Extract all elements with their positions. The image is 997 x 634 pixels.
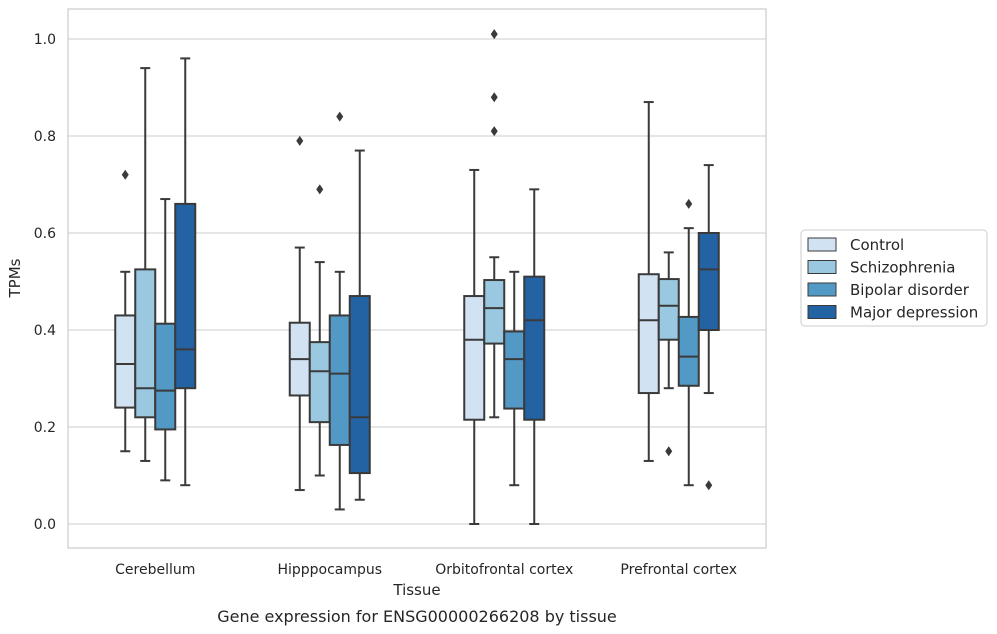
box-group bbox=[328, 111, 351, 511]
box-group bbox=[463, 168, 486, 525]
y-tick-label: 0.2 bbox=[34, 420, 56, 436]
outlier-point bbox=[296, 135, 304, 146]
legend-box bbox=[800, 229, 988, 327]
box bbox=[697, 232, 720, 331]
legend-label: Control bbox=[850, 236, 904, 254]
outlier-point bbox=[336, 111, 344, 122]
x-tick-label: Prefrontal cortex bbox=[620, 562, 737, 578]
box bbox=[348, 295, 371, 475]
box-group bbox=[523, 188, 546, 525]
box bbox=[114, 314, 137, 409]
outlier-point bbox=[121, 169, 129, 180]
box-group bbox=[348, 149, 371, 501]
x-tick-label: Hipppocampus bbox=[277, 562, 382, 578]
legend-swatch bbox=[807, 282, 837, 297]
y-tick-label: 0.4 bbox=[34, 323, 56, 339]
box bbox=[483, 279, 506, 345]
box bbox=[677, 315, 700, 387]
outlier-point bbox=[490, 92, 498, 103]
box bbox=[308, 341, 331, 424]
y-tick-label: 0.0 bbox=[34, 517, 56, 533]
x-tick-label: Cerebellum bbox=[115, 562, 195, 578]
legend-label: Major depression bbox=[850, 304, 978, 322]
box bbox=[657, 278, 680, 341]
box-group bbox=[483, 29, 506, 419]
outlier-point bbox=[490, 126, 498, 137]
box bbox=[637, 273, 660, 395]
box bbox=[134, 268, 157, 419]
outlier-point bbox=[705, 480, 713, 491]
box bbox=[154, 322, 177, 431]
box-group bbox=[677, 198, 700, 487]
box-group bbox=[174, 57, 197, 487]
chart-caption: Gene expression for ENSG00000266208 by t… bbox=[217, 607, 617, 626]
box bbox=[503, 330, 526, 410]
legend: Control Schizophrenia Bipolar disorder Majo… bbox=[800, 229, 988, 327]
y-axis-label: TPMs bbox=[6, 258, 24, 298]
x-axis-ticks: Cerebellum Hipppocampus Orbitofrontal cort… bbox=[115, 562, 737, 578]
y-axis-ticks: 0.0 0.2 0.4 0.6 0.8 1.0 bbox=[34, 32, 56, 533]
box-group bbox=[134, 67, 157, 462]
box bbox=[328, 314, 351, 446]
outlier-point bbox=[316, 184, 324, 195]
box bbox=[523, 275, 546, 421]
box bbox=[174, 202, 197, 390]
y-tick-label: 1.0 bbox=[34, 32, 56, 48]
legend-swatch bbox=[807, 237, 837, 252]
legend-swatch bbox=[807, 305, 837, 319]
x-axis-label: Tissue bbox=[392, 581, 440, 599]
y-tick-label: 0.8 bbox=[34, 129, 56, 145]
outlier-point bbox=[685, 198, 693, 209]
legend-swatch bbox=[807, 260, 837, 274]
legend-label: Bipolar disorder bbox=[850, 281, 970, 299]
y-tick-label: 0.6 bbox=[34, 226, 56, 242]
outlier-point bbox=[490, 29, 498, 40]
legend-label: Schizophrenia bbox=[850, 259, 955, 277]
outlier-point bbox=[665, 446, 673, 457]
box bbox=[463, 295, 486, 421]
box-group bbox=[657, 251, 680, 457]
box-group bbox=[637, 101, 660, 462]
box-group bbox=[697, 164, 720, 491]
box-layer bbox=[114, 29, 720, 525]
x-tick-label: Orbitofrontal cortex bbox=[435, 562, 573, 578]
